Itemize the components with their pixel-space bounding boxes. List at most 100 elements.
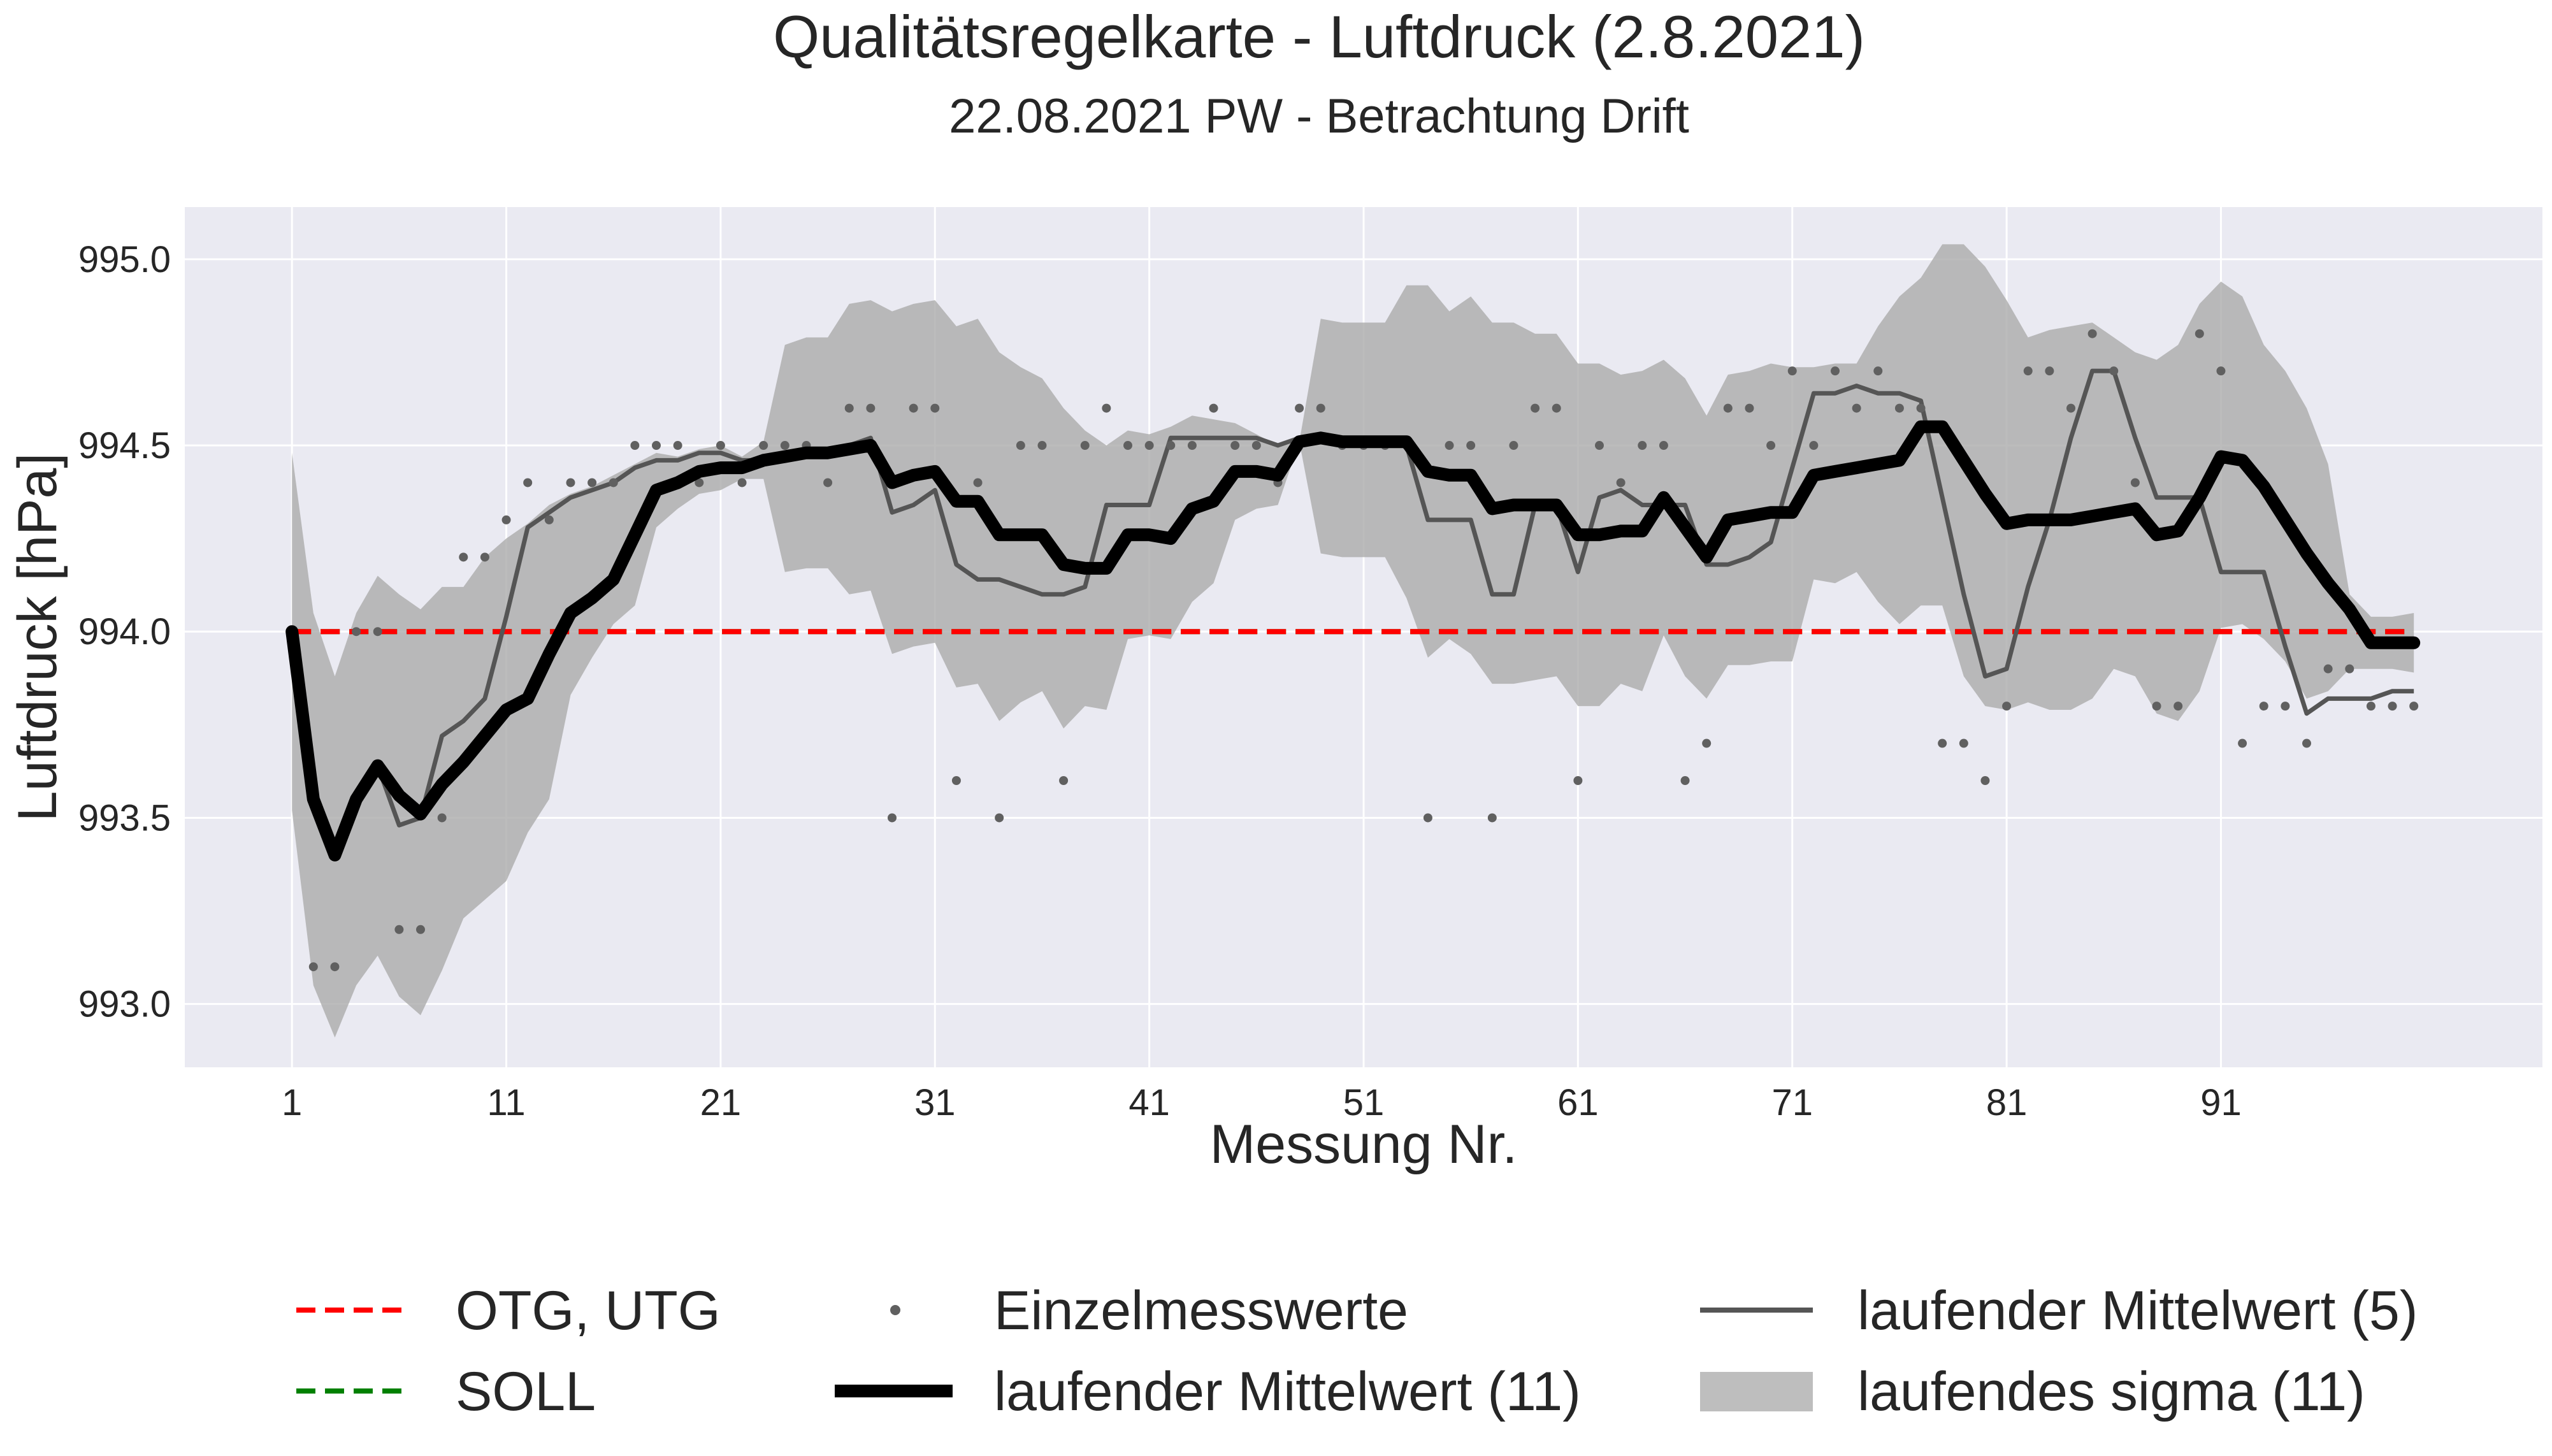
legend-label-soll: SOLL xyxy=(456,1361,596,1422)
single-value-point xyxy=(2130,478,2140,487)
single-value-point xyxy=(716,441,725,450)
single-value-point xyxy=(394,925,404,934)
single-value-point xyxy=(1230,441,1240,450)
single-value-point xyxy=(844,403,854,413)
single-value-point xyxy=(544,515,554,524)
single-value-point xyxy=(1787,366,1797,376)
single-value-point xyxy=(308,962,318,972)
single-value-point xyxy=(1144,441,1154,450)
single-value-point xyxy=(2152,702,2161,711)
single-value-point xyxy=(2002,702,2012,711)
single-value-point xyxy=(2174,702,2183,711)
single-value-point xyxy=(695,478,704,487)
single-value-point xyxy=(416,925,425,934)
single-value-point xyxy=(1251,441,1261,450)
x-tick-label: 91 xyxy=(2200,1082,2242,1123)
chart-subtitle: 22.08.2021 PW - Betrachtung Drift xyxy=(949,89,1689,143)
single-value-point xyxy=(909,403,918,413)
single-value-point xyxy=(1680,776,1690,785)
single-value-point xyxy=(951,776,961,785)
legend-label-single-values: Einzelmesswerte xyxy=(994,1280,1408,1341)
single-value-point xyxy=(1187,441,1197,450)
legend: OTG, UTG SOLL Einzelmesswerte laufender … xyxy=(296,1280,2418,1422)
legend-label-mean11: laufender Mittelwert (11) xyxy=(994,1361,1581,1422)
single-value-point xyxy=(2087,329,2097,338)
single-value-point xyxy=(2238,739,2247,748)
single-value-point xyxy=(1166,441,1176,450)
y-tick-label: 994.0 xyxy=(78,611,171,652)
single-value-point xyxy=(2216,366,2226,376)
single-value-point xyxy=(2345,664,2354,674)
single-value-point xyxy=(2323,664,2333,674)
single-value-point xyxy=(373,627,382,637)
single-value-point xyxy=(1552,403,1561,413)
legend-label-limits: OTG, UTG xyxy=(456,1280,721,1341)
mean11-line xyxy=(285,420,2421,861)
single-value-point xyxy=(523,478,533,487)
y-axis-label: Luftdruck [hPa] xyxy=(7,453,68,821)
x-tick-label: 1 xyxy=(282,1082,302,1123)
single-value-point xyxy=(1209,403,1218,413)
legend-label-mean5: laufender Mittelwert (5) xyxy=(1857,1280,2418,1341)
single-value-point xyxy=(2302,739,2311,748)
single-value-point xyxy=(2195,329,2204,338)
x-tick-label: 11 xyxy=(487,1082,525,1123)
single-value-point xyxy=(888,813,897,823)
y-tick-label: 995.0 xyxy=(78,239,171,280)
single-value-point xyxy=(1809,441,1819,450)
single-value-point xyxy=(2388,702,2397,711)
single-value-point xyxy=(1723,403,1733,413)
single-value-point xyxy=(630,441,640,450)
single-value-point xyxy=(459,552,468,562)
legend-swatch-single-values xyxy=(890,1305,900,1315)
legend-swatch-sigma xyxy=(1700,1372,1813,1411)
single-value-point xyxy=(330,962,340,972)
x-axis-label: Messung Nr. xyxy=(1210,1114,1518,1175)
single-value-point xyxy=(2109,366,2119,376)
single-value-point xyxy=(609,478,618,487)
single-value-point xyxy=(1080,441,1090,450)
x-tick-label: 61 xyxy=(1557,1082,1599,1123)
x-tick-label: 21 xyxy=(700,1082,742,1123)
single-value-point xyxy=(588,478,597,487)
x-tick-label: 51 xyxy=(1343,1082,1385,1123)
single-value-point xyxy=(1959,739,1968,748)
single-value-point xyxy=(1980,776,1990,785)
single-value-point xyxy=(652,441,661,450)
single-value-point xyxy=(823,478,833,487)
single-value-point xyxy=(1595,441,1604,450)
single-value-point xyxy=(1059,776,1069,785)
y-tick-labels: 993.0 993.5 994.0 994.5 995.0 xyxy=(78,239,171,1025)
single-value-point xyxy=(1894,403,1904,413)
x-tick-label: 81 xyxy=(1986,1082,2028,1123)
single-value-point xyxy=(1873,366,1883,376)
single-value-point xyxy=(2045,366,2054,376)
x-tick-labels: 1 11 21 31 41 51 61 71 81 91 xyxy=(282,1082,2242,1123)
single-value-point xyxy=(866,403,876,413)
single-value-point xyxy=(2259,702,2268,711)
single-value-point xyxy=(1745,403,1754,413)
single-value-point xyxy=(1831,366,1840,376)
single-value-point xyxy=(673,441,682,450)
x-tick-label: 41 xyxy=(1128,1082,1170,1123)
single-value-point xyxy=(2066,403,2075,413)
single-value-point xyxy=(973,478,983,487)
y-tick-label: 994.5 xyxy=(78,425,171,466)
single-value-point xyxy=(437,813,447,823)
single-value-point xyxy=(1766,441,1776,450)
single-value-point xyxy=(1573,776,1583,785)
single-value-point xyxy=(1487,813,1497,823)
single-values-layer xyxy=(308,329,2419,972)
y-tick-label: 993.5 xyxy=(78,797,171,839)
single-value-point xyxy=(1295,403,1304,413)
y-tick-label: 993.0 xyxy=(78,984,171,1025)
single-value-point xyxy=(930,403,940,413)
single-value-point xyxy=(352,627,361,637)
mean11-line-layer xyxy=(285,420,2421,861)
single-value-point xyxy=(1445,441,1454,450)
single-value-point xyxy=(1938,739,1947,748)
single-value-point xyxy=(480,552,489,562)
single-value-point xyxy=(566,478,575,487)
single-value-point xyxy=(2366,702,2375,711)
